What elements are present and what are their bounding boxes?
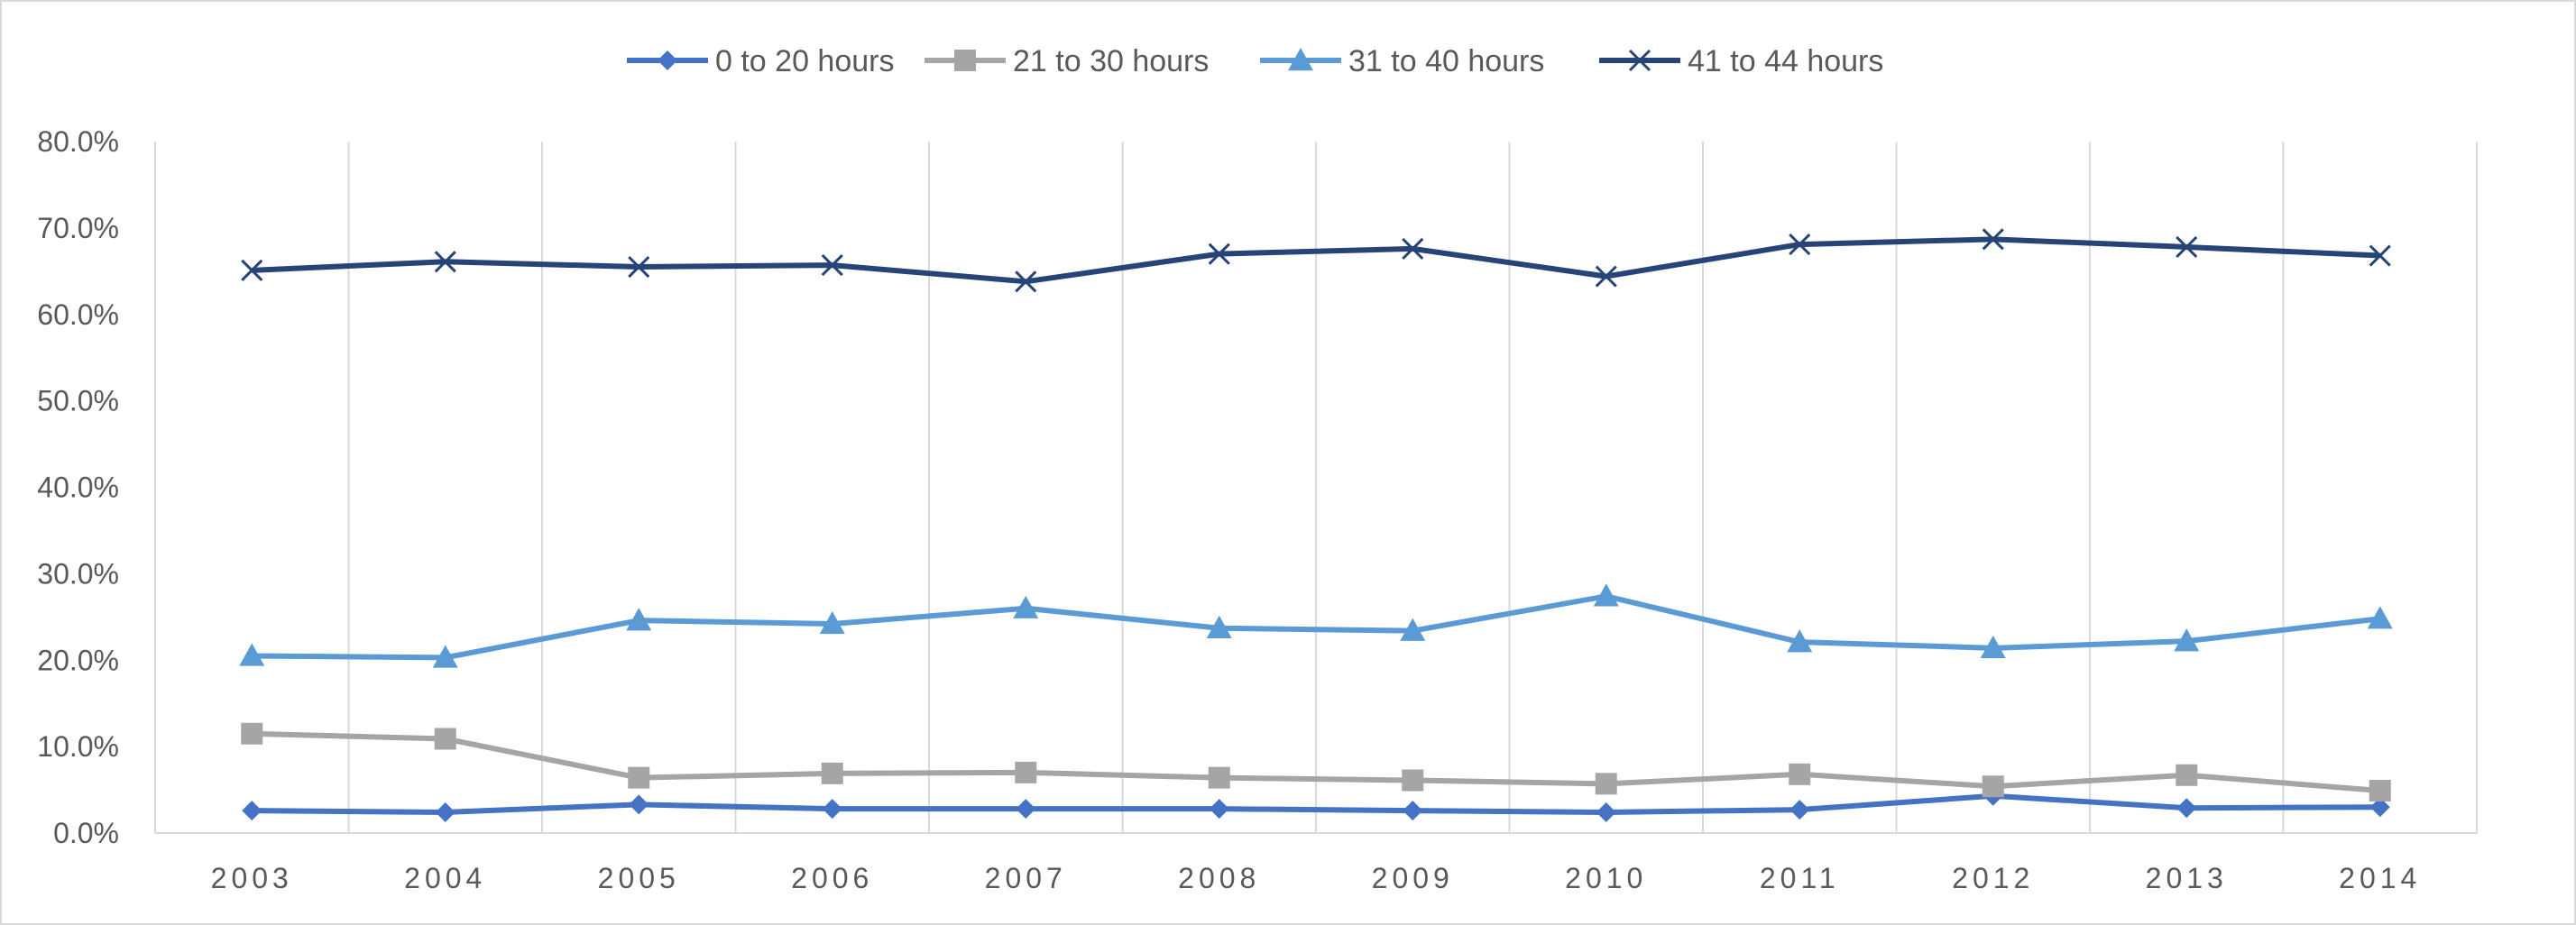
data-point-square-marker xyxy=(1402,769,1424,792)
x-tick-label: 2012 xyxy=(1952,862,2034,894)
data-point-square-marker xyxy=(1015,761,1037,783)
data-point-triangle-marker xyxy=(1400,618,1426,641)
y-tick-label: 10.0% xyxy=(37,730,119,763)
legend-label: 31 to 40 hours xyxy=(1348,44,1544,78)
legend-item: 31 to 40 hours xyxy=(1260,44,1544,78)
data-point-square-marker xyxy=(434,728,456,750)
data-point-triangle-marker xyxy=(1013,595,1039,618)
data-point-triangle-marker xyxy=(819,610,845,635)
legend: 0 to 20 hours 21 to 30 hours 31 to 40 hour… xyxy=(627,44,1883,78)
data-point-square-marker xyxy=(628,766,650,789)
data-point-diamond-marker xyxy=(2176,798,2197,819)
data-point-square-marker xyxy=(1208,766,1230,789)
data-point-diamond-marker xyxy=(1016,799,1036,820)
x-tick-label: 2013 xyxy=(2146,862,2228,894)
series-line-0 xyxy=(252,792,2380,815)
y-tick-label: 30.0% xyxy=(37,557,119,590)
data-point-diamond-marker xyxy=(2369,797,2390,818)
series-line-2 xyxy=(252,593,2381,661)
legend-item: 0 to 20 hours xyxy=(627,44,894,78)
x-tick-label: 2009 xyxy=(1372,862,1454,894)
axes: 0.0% 10.0% 20.0% 30.0% 40.0% 50.0% 60.0% 70.0% 8… xyxy=(37,125,2477,894)
legend-square-marker xyxy=(954,50,976,71)
data-point-square-marker xyxy=(1789,763,1811,785)
data-point-square-marker xyxy=(821,762,843,784)
x-tick-label: 2014 xyxy=(2339,862,2421,894)
data-point-x-marker xyxy=(1789,234,1811,256)
x-tick-label: 2003 xyxy=(211,862,293,894)
series-line-3 xyxy=(252,236,2380,285)
data-point-x-marker xyxy=(2369,244,2391,267)
legend-diamond-marker xyxy=(658,50,677,70)
data-point-triangle-marker xyxy=(432,645,458,668)
data-point-x-marker xyxy=(1402,237,1424,260)
y-tick-label: 70.0% xyxy=(37,212,119,244)
data-point-triangle-marker xyxy=(2174,628,2200,652)
data-point-square-marker xyxy=(1982,775,2004,798)
data-point-square-marker xyxy=(241,722,263,745)
y-tick-label: 50.0% xyxy=(37,385,119,417)
series-lines xyxy=(252,236,2381,815)
data-point-x-marker xyxy=(241,259,263,281)
grid-lines xyxy=(154,142,2478,833)
data-point-diamond-marker xyxy=(1789,800,1810,820)
x-tick-label: 2005 xyxy=(598,862,680,894)
legend-item: 21 to 30 hours xyxy=(925,44,1209,78)
data-point-triangle-marker xyxy=(1787,629,1813,653)
data-point-x-marker xyxy=(434,251,456,273)
data-point-square-marker xyxy=(2176,764,2198,786)
data-point-triangle-marker xyxy=(2367,606,2393,629)
data-point-triangle-marker xyxy=(1980,635,2006,659)
data-point-diamond-marker xyxy=(1403,801,1423,821)
x-tick-label: 2008 xyxy=(1178,862,1260,894)
data-point-triangle-marker xyxy=(626,608,652,631)
legend-triangle-marker xyxy=(1288,48,1313,71)
data-point-diamond-marker xyxy=(435,801,455,822)
y-tick-label: 40.0% xyxy=(37,472,119,504)
data-point-x-marker xyxy=(2176,235,2198,259)
legend-label: 0 to 20 hours xyxy=(715,44,894,78)
series-line-1 xyxy=(252,730,2380,794)
x-tick-label: 2011 xyxy=(1760,862,1840,894)
y-tick-label: 0.0% xyxy=(53,817,119,849)
x-tick-label: 2004 xyxy=(404,862,486,894)
data-point-triangle-marker xyxy=(239,643,265,666)
legend-label: 41 to 44 hours xyxy=(1688,44,1883,78)
data-point-square-marker xyxy=(1595,773,1617,795)
data-point-diamond-marker xyxy=(1209,799,1229,820)
data-point-x-marker xyxy=(1982,228,2004,251)
data-point-x-marker xyxy=(628,255,650,279)
x-tick-label: 2010 xyxy=(1565,862,1647,894)
data-point-square-marker xyxy=(2369,780,2391,802)
series-markers xyxy=(239,228,2393,822)
data-point-diamond-marker xyxy=(822,799,842,820)
legend-item: 41 to 44 hours xyxy=(1599,44,1883,78)
data-point-x-marker xyxy=(1208,243,1230,265)
data-point-x-marker xyxy=(821,254,843,277)
legend-x-marker xyxy=(1628,49,1651,72)
data-point-diamond-marker xyxy=(242,801,262,821)
data-point-triangle-marker xyxy=(1206,615,1232,638)
y-tick-label: 80.0% xyxy=(37,125,119,158)
x-tick-label: 2006 xyxy=(791,862,873,894)
data-point-diamond-marker xyxy=(629,794,649,815)
data-point-x-marker xyxy=(1015,270,1037,293)
data-point-diamond-marker xyxy=(1596,801,1616,822)
legend-label: 21 to 30 hours xyxy=(1013,44,1209,78)
data-point-x-marker xyxy=(1595,265,1617,288)
data-point-triangle-marker xyxy=(1593,583,1619,607)
y-tick-label: 20.0% xyxy=(37,644,119,676)
x-tick-label: 2007 xyxy=(985,862,1067,894)
y-tick-label: 60.0% xyxy=(37,298,119,331)
